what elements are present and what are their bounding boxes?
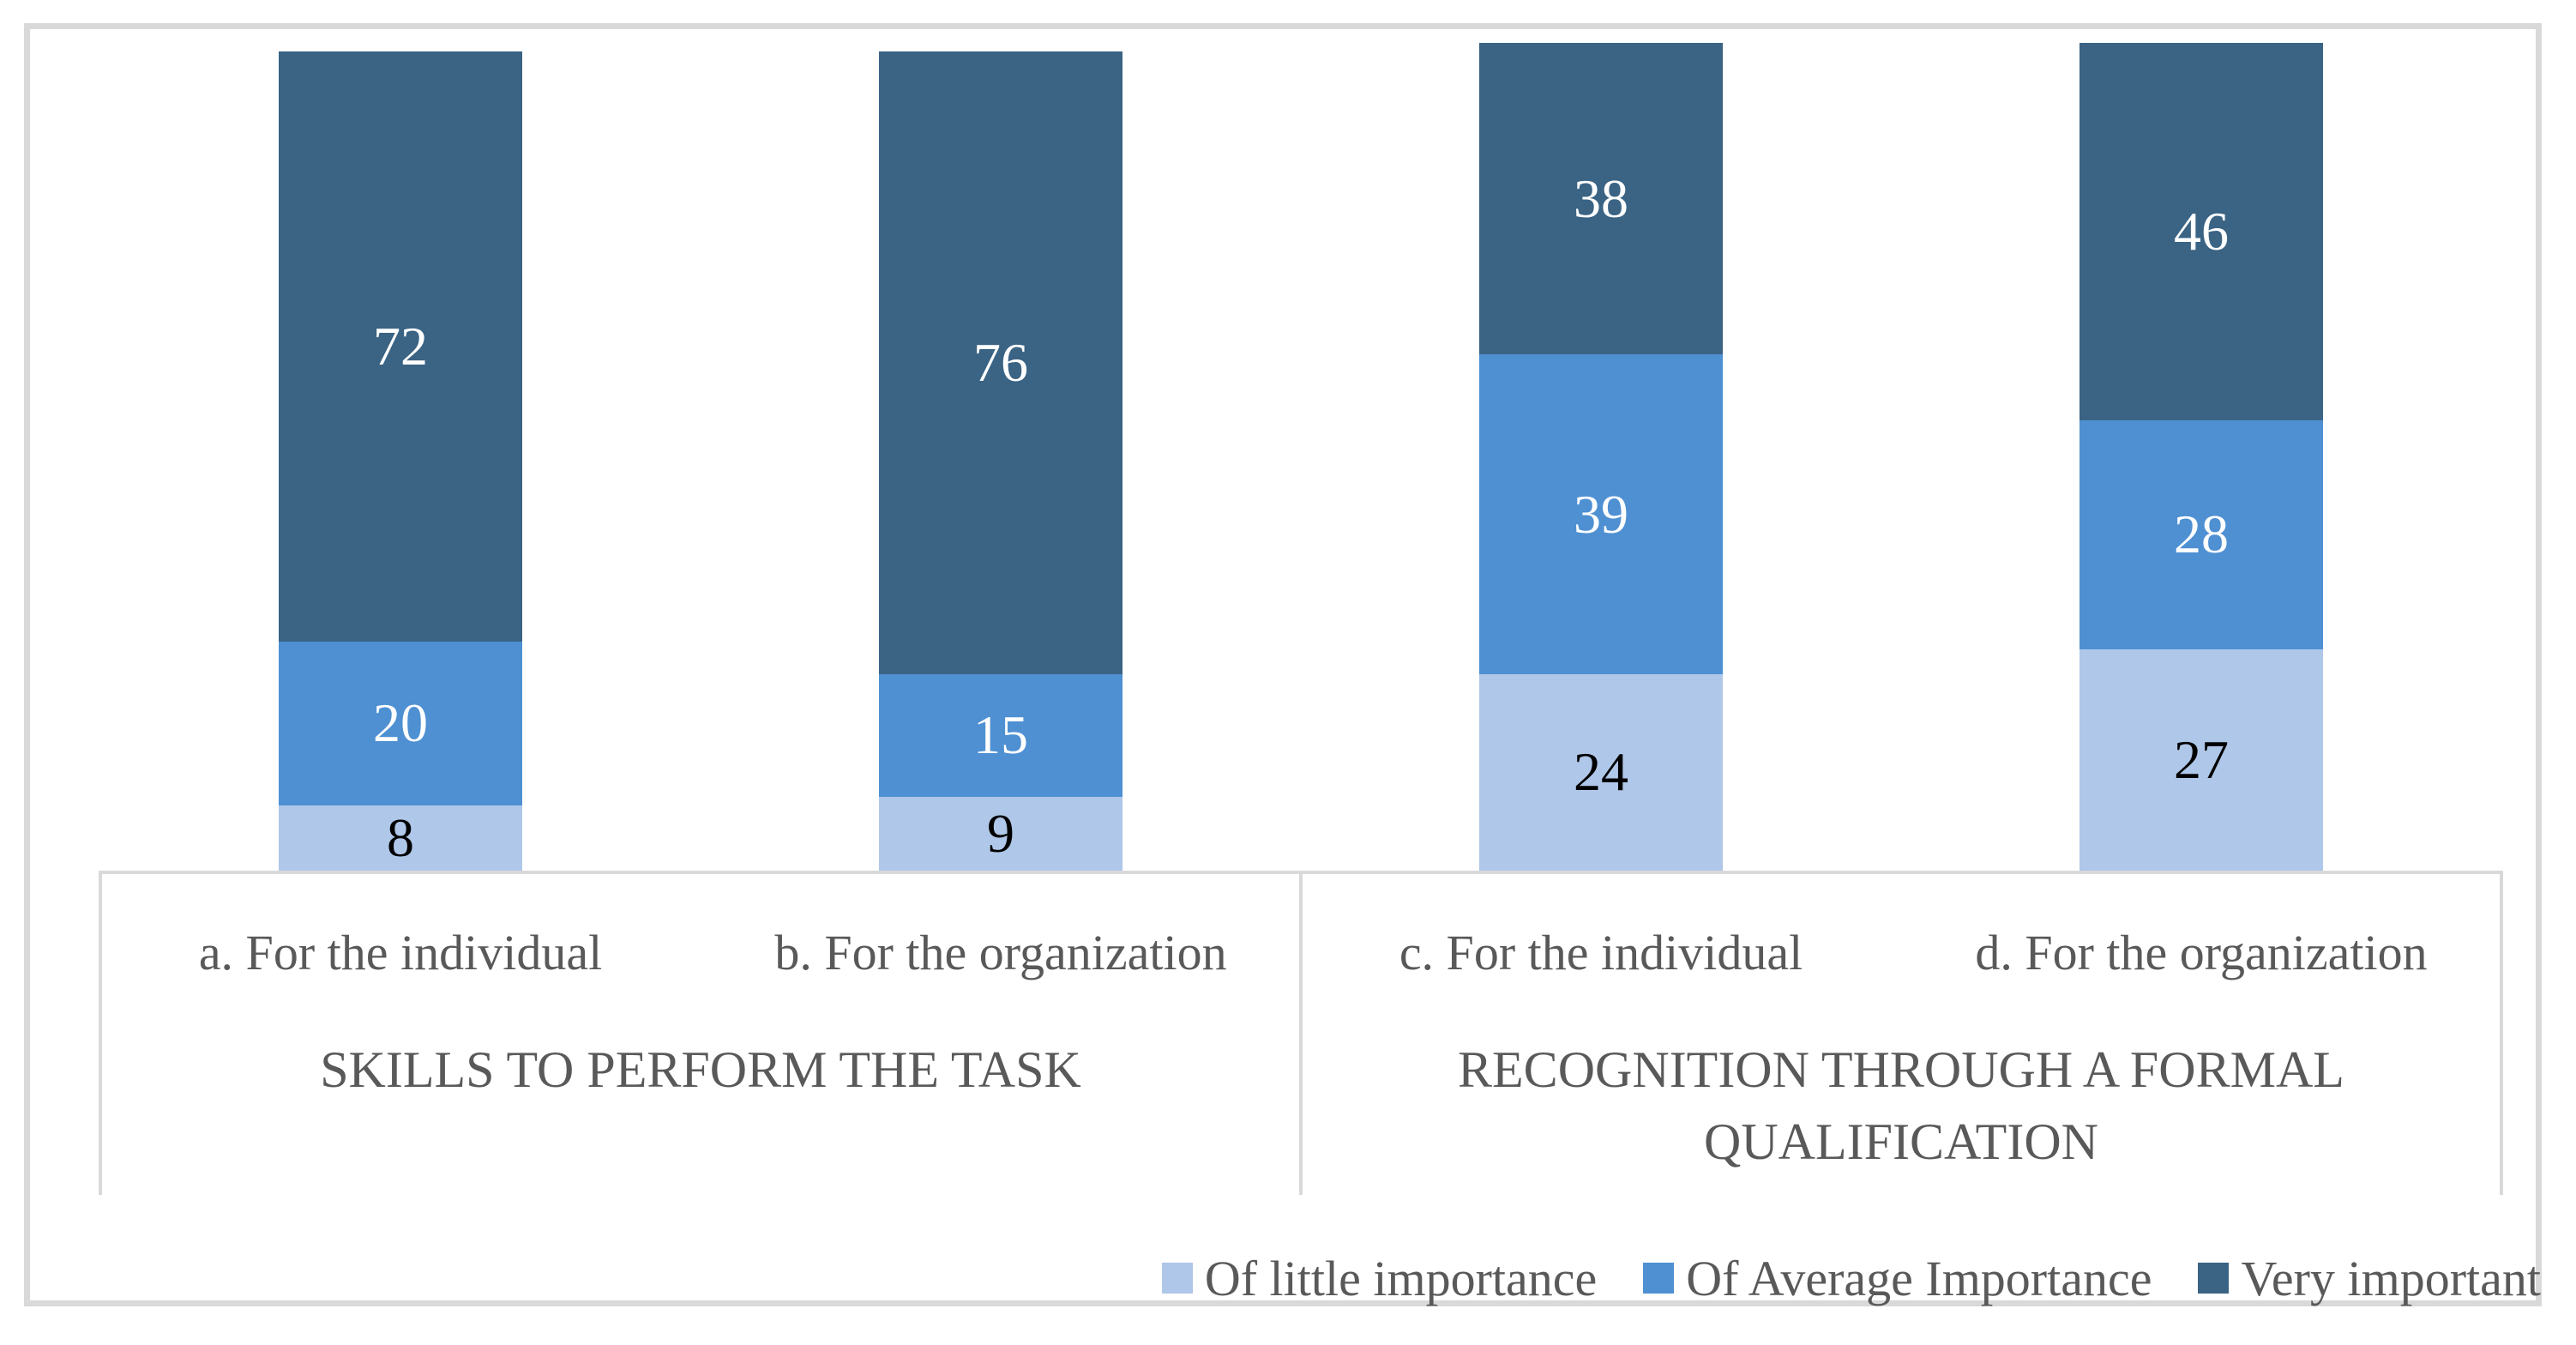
category-label: a. For the individual	[198, 924, 603, 980]
bar-segment: 24	[1479, 673, 1723, 871]
legend-label: Of Average Importance	[1686, 1250, 2152, 1306]
legend-item: Very important	[2198, 1250, 2541, 1307]
legend-label: Very important	[2241, 1250, 2541, 1306]
category-label: c. For the individual	[1399, 924, 1803, 980]
legend-swatch-icon	[1643, 1263, 1675, 1294]
group-label: SKILLS TO PERFORM THE TASK	[100, 1034, 1301, 1106]
category-label: b. For the organization	[774, 924, 1227, 980]
bar-segment: 15	[879, 673, 1122, 798]
bar-segment-label: 15	[973, 704, 1028, 766]
group-label: RECOGNITION THROUGH A FORMAL QUALIFICATIO…	[1301, 1034, 2501, 1178]
bar-segment-label: 27	[2174, 729, 2229, 791]
band-edge-line	[99, 871, 102, 1195]
bar-segment-label: 28	[2174, 504, 2229, 565]
bar-segment: 76	[879, 51, 1122, 674]
band-edge-line	[2500, 871, 2503, 1195]
group-label-line: QUALIFICATION	[1704, 1113, 2098, 1170]
figure-border	[24, 23, 2542, 1306]
group-label-line: RECOGNITION THROUGH A FORMAL	[1458, 1041, 2344, 1098]
legend-item: Of little importance	[1161, 1250, 1598, 1307]
bar-segment-label: 76	[973, 331, 1028, 393]
legend-item: Of Average Importance	[1643, 1250, 2152, 1307]
legend-swatch-icon	[1161, 1263, 1193, 1294]
bar-segment: 27	[2079, 649, 2323, 871]
bar-segment-label: 46	[2174, 201, 2229, 262]
legend: Of little importance Of Average Importanc…	[1161, 1231, 2541, 1325]
bar-segment: 72	[279, 51, 522, 642]
group-label-line: SKILLS TO PERFORM THE TASK	[320, 1041, 1081, 1098]
legend-label: Of little importance	[1204, 1250, 1598, 1306]
bar-segment-label: 20	[373, 692, 428, 754]
bar-segment-label: 72	[373, 315, 428, 377]
bar-segment: 9	[879, 797, 1122, 871]
legend-swatch-icon	[2198, 1263, 2230, 1294]
bar-segment: 39	[1479, 354, 1723, 674]
bar-segment: 46	[2079, 43, 2323, 420]
bar-segment-label: 9	[987, 803, 1014, 865]
bar-segment-label: 8	[387, 806, 414, 868]
category-label: d. For the organization	[1975, 924, 2428, 980]
bar-segment: 8	[279, 805, 522, 871]
bar-segment-label: 24	[1574, 741, 1628, 803]
bar-segment-label: 38	[1574, 167, 1628, 229]
bar-segment: 28	[2079, 419, 2323, 650]
bar-segment: 38	[1479, 43, 1723, 355]
group-divider-line	[1299, 871, 1303, 1195]
bar-segment: 20	[279, 641, 522, 805]
bar-segment-label: 39	[1574, 483, 1628, 545]
